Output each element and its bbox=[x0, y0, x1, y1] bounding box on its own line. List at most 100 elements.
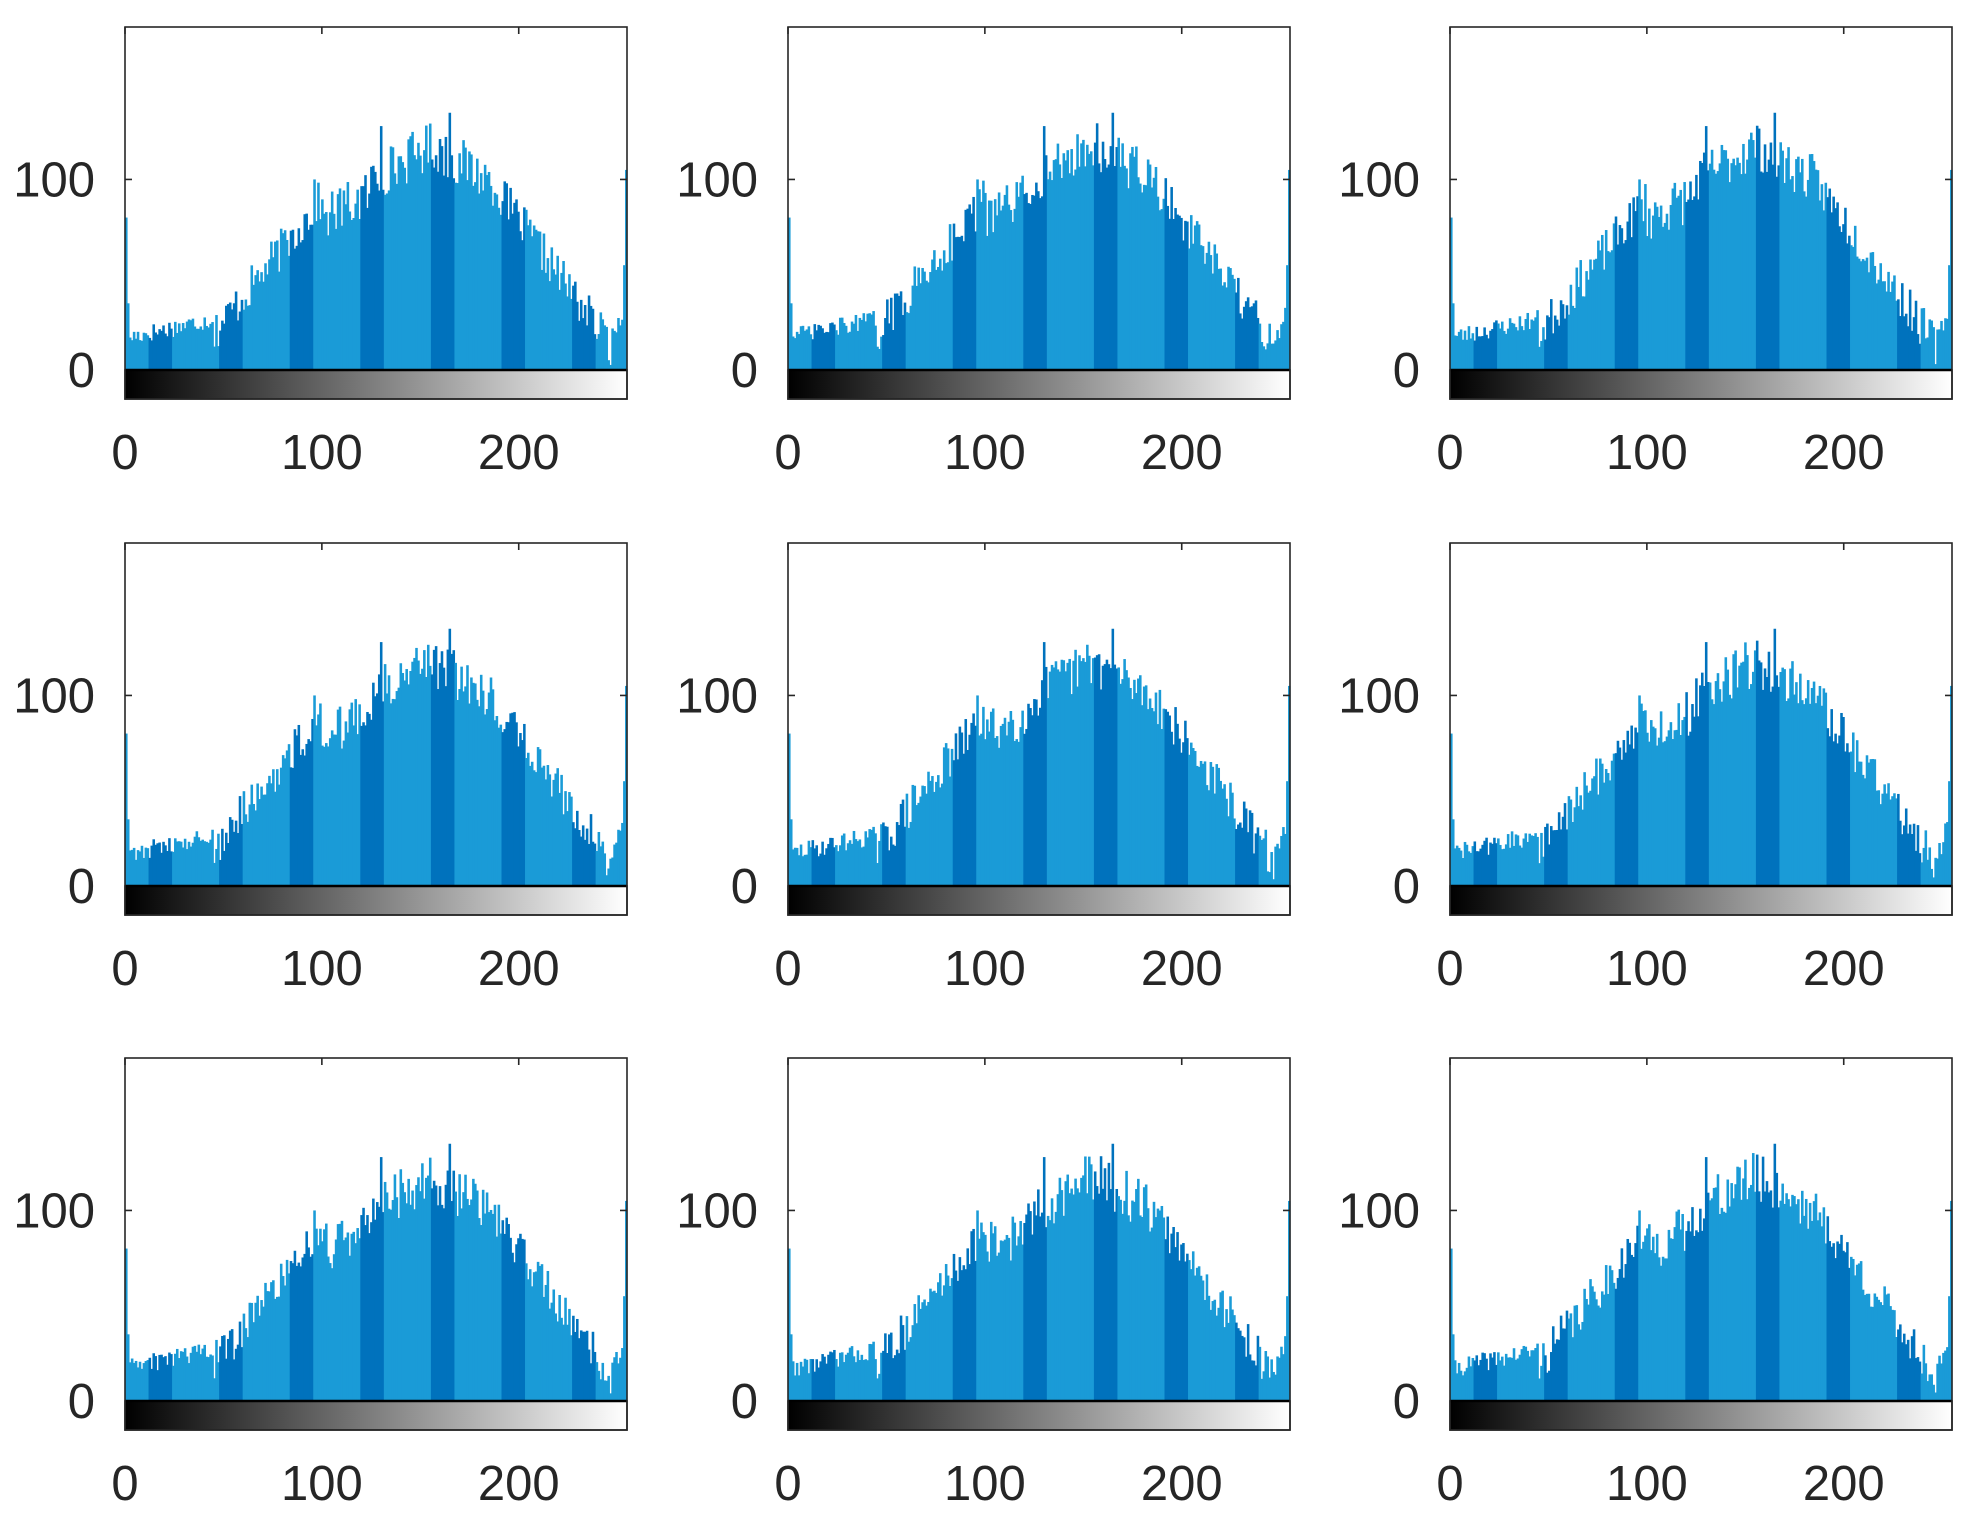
histogram-bar bbox=[1744, 173, 1747, 370]
histogram-bar bbox=[1040, 680, 1044, 886]
histogram-bar bbox=[1105, 167, 1109, 370]
histogram-bar bbox=[1934, 364, 1937, 370]
histogram-bar bbox=[193, 1345, 197, 1401]
histogram-bar bbox=[1779, 672, 1782, 886]
histogram-bar bbox=[793, 338, 797, 370]
histogram-bar bbox=[1865, 257, 1869, 370]
histogram-bar bbox=[372, 1198, 375, 1401]
histogram-bar bbox=[976, 179, 979, 370]
histogram-bar bbox=[393, 1174, 397, 1401]
histogram-bar bbox=[160, 852, 163, 886]
histogram-bar bbox=[313, 179, 316, 370]
histogram-bar bbox=[585, 325, 589, 370]
histogram-bar bbox=[925, 280, 928, 370]
histogram-bar bbox=[1622, 1277, 1626, 1401]
histogram-bar bbox=[878, 348, 881, 370]
histogram-bar bbox=[1759, 1201, 1763, 1401]
histogram-bar bbox=[1767, 159, 1771, 370]
histogram-bar bbox=[919, 796, 922, 886]
histogram-bar bbox=[870, 829, 873, 886]
histogram-bar bbox=[878, 840, 881, 886]
histogram-bar bbox=[848, 840, 852, 886]
histogram-bar bbox=[1895, 1337, 1898, 1401]
histogram-bar bbox=[370, 1222, 373, 1401]
histogram-bar bbox=[1659, 1265, 1663, 1401]
histogram-bar bbox=[1848, 235, 1851, 370]
histogram-bar bbox=[1272, 343, 1275, 370]
histogram-bar bbox=[1650, 720, 1653, 886]
histogram-bar bbox=[846, 1352, 850, 1401]
histogram-bar bbox=[944, 1264, 948, 1401]
histogram-bar bbox=[1895, 300, 1898, 370]
histogram-bar bbox=[401, 1182, 405, 1401]
histogram-bar bbox=[570, 1335, 573, 1401]
histogram-bar bbox=[162, 325, 165, 370]
histogram-bar bbox=[815, 330, 819, 370]
histogram-bar bbox=[572, 285, 575, 370]
histogram-bar bbox=[1779, 142, 1782, 370]
histogram-bar bbox=[344, 204, 348, 370]
axes-frame bbox=[1449, 26, 1953, 400]
histogram-bar bbox=[1125, 670, 1128, 886]
histogram-bar bbox=[1563, 318, 1567, 370]
histogram-bar bbox=[1111, 1143, 1115, 1401]
histogram-bar bbox=[1667, 730, 1671, 886]
histogram-bar bbox=[1846, 243, 1849, 370]
histogram-bar bbox=[1867, 1293, 1871, 1401]
histogram-bar bbox=[544, 779, 548, 886]
histogram-bar bbox=[838, 317, 842, 370]
histogram-bar bbox=[407, 684, 410, 886]
histogram-bar bbox=[1744, 642, 1747, 886]
histogram-bar bbox=[1716, 673, 1720, 886]
x-tick-label: 0 bbox=[774, 1457, 801, 1511]
histogram-bar bbox=[411, 661, 414, 886]
histogram-bar bbox=[595, 851, 599, 886]
histogram-bar bbox=[999, 1240, 1003, 1401]
histogram-bar bbox=[842, 1362, 846, 1401]
histogram-bar bbox=[389, 1209, 393, 1401]
histogram-bar bbox=[1659, 711, 1663, 886]
histogram-bar bbox=[1793, 1196, 1796, 1401]
histogram-bar bbox=[1217, 1307, 1221, 1401]
histogram-bar bbox=[886, 826, 889, 886]
histogram-bar bbox=[1518, 1354, 1522, 1401]
histogram-bar bbox=[852, 830, 856, 886]
histogram-bar bbox=[1215, 253, 1219, 370]
histogram-bar bbox=[1710, 149, 1714, 370]
histogram-bar bbox=[1924, 338, 1928, 370]
histogram-bar bbox=[1487, 1370, 1490, 1401]
histogram-bar bbox=[854, 314, 858, 370]
histogram-bar bbox=[513, 202, 516, 370]
histogram-bar bbox=[468, 151, 471, 370]
histogram-bar bbox=[1162, 708, 1166, 886]
histogram-bar bbox=[1869, 252, 1873, 370]
histogram-bar bbox=[1561, 304, 1565, 370]
histogram-bar bbox=[579, 836, 583, 886]
histogram-bar bbox=[1679, 735, 1682, 886]
histogram-bar bbox=[1914, 1358, 1918, 1401]
histogram-bar bbox=[1233, 1315, 1236, 1401]
histogram-bar bbox=[797, 334, 801, 370]
histogram-bar bbox=[1066, 150, 1070, 370]
histogram-bar bbox=[1035, 182, 1038, 370]
histogram-bar bbox=[1152, 177, 1156, 370]
histogram-bar bbox=[546, 1270, 550, 1401]
histogram-bar bbox=[1262, 1371, 1266, 1401]
histogram-bar bbox=[1123, 165, 1126, 370]
histogram-bar bbox=[1137, 678, 1140, 886]
histogram-bar bbox=[479, 1225, 483, 1401]
histogram-bar bbox=[1732, 1198, 1735, 1401]
histogram-bar bbox=[581, 825, 585, 886]
histogram-bar bbox=[1850, 245, 1853, 370]
histogram-bar bbox=[554, 274, 558, 370]
histogram-bar bbox=[1450, 217, 1453, 370]
histogram-bar bbox=[1940, 854, 1943, 886]
histogram-bar bbox=[1025, 1214, 1028, 1401]
histogram-bar bbox=[564, 791, 567, 886]
histogram-bar bbox=[1003, 194, 1007, 370]
histogram-bar bbox=[1536, 1343, 1539, 1401]
histogram-bar bbox=[466, 1198, 469, 1401]
histogram-bar bbox=[1017, 741, 1020, 886]
histogram-bar bbox=[1514, 1359, 1518, 1401]
histogram-bar bbox=[1121, 1213, 1124, 1401]
